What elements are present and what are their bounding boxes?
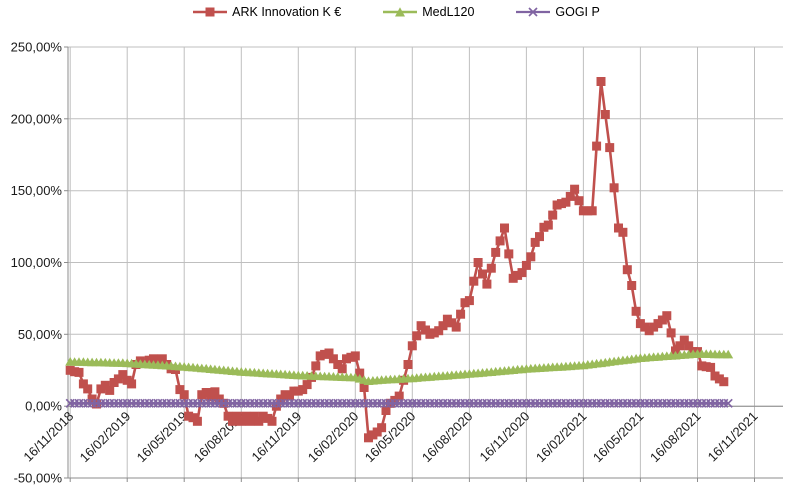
- legend-label-medl120: MedL120: [422, 5, 475, 19]
- x-tick-label: 16/02/2019: [77, 409, 134, 466]
- series-gogi-p: [65, 398, 733, 408]
- y-tick-label: -50,00%: [14, 471, 63, 486]
- series-medl120: [65, 349, 734, 385]
- x-tick-label: 16/05/2019: [134, 409, 191, 466]
- legend-item-gogi-p: GOGI P: [516, 5, 600, 19]
- y-tick-label: 200,00%: [11, 111, 63, 126]
- legend-item-medl120: MedL120: [383, 5, 474, 19]
- triangle-marker-icon: [383, 7, 418, 17]
- legend-label-gogi-p: GOGI P: [555, 5, 600, 19]
- y-tick-label: 50,00%: [18, 327, 63, 342]
- x-tick-label: 16/08/2021: [647, 409, 704, 466]
- y-tick-label: 100,00%: [11, 255, 63, 270]
- legend-item-ark-innovation: ARK Innovation K €: [193, 5, 341, 19]
- x-axis-labels: 16/11/2018 16/02/2019 16/05/2019 16/08/2019…: [20, 409, 760, 466]
- x-tick-label: 16/11/2020: [477, 409, 533, 465]
- x-tick-label: 16/02/2021: [533, 409, 590, 466]
- x-marker-icon: [516, 7, 551, 17]
- x-tick-label: 16/05/2021: [590, 409, 647, 466]
- series-ark-innovation: [65, 77, 729, 443]
- y-tick-label: 250,00%: [11, 40, 63, 55]
- y-tick-label: 0,00%: [25, 399, 62, 414]
- square-marker-icon: [193, 7, 228, 17]
- y-axis-labels: 250,00% 200,00% 150,00% 100,00% 50,00% 0,00% -…: [11, 40, 63, 486]
- chart-legend: ARK Innovation K € MedL120 GOGI P: [0, 5, 793, 19]
- x-tick-label: 16/02/2020: [305, 409, 362, 466]
- y-tick-label: 150,00%: [11, 183, 63, 198]
- x-tick-label: 16/08/2020: [419, 409, 476, 466]
- legend-label-ark-innovation: ARK Innovation K €: [232, 5, 342, 19]
- x-tick-label: 16/11/2021: [705, 409, 761, 465]
